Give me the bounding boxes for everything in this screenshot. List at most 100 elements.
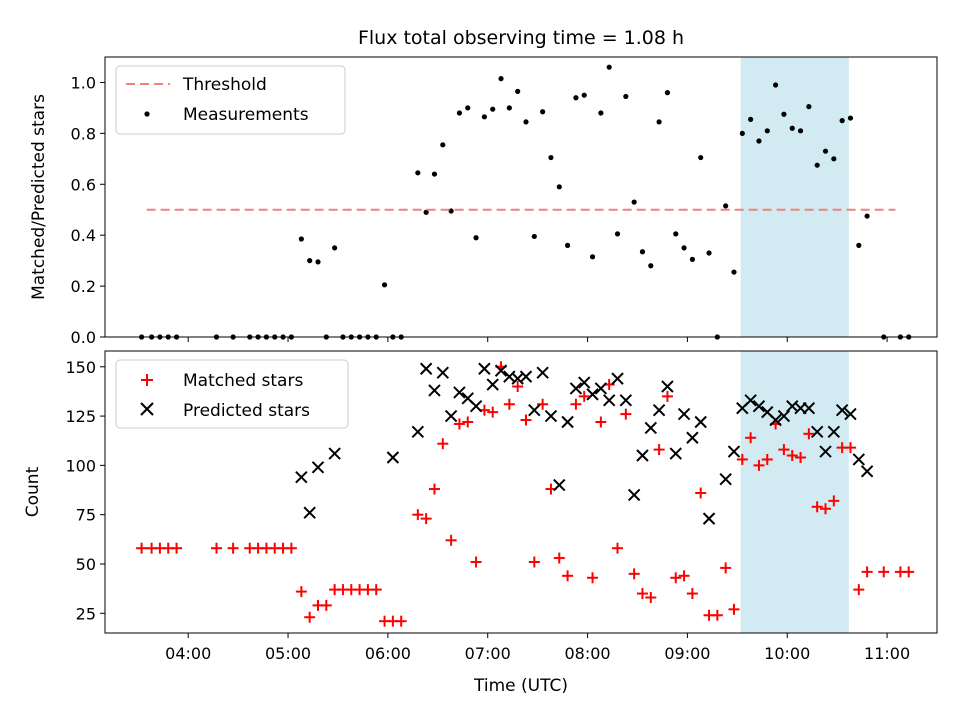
- top-panel: Flux total observing time = 1.08 h 0.00.…: [29, 27, 938, 347]
- measurement-point: [481, 114, 487, 120]
- matched-star-point: [820, 503, 832, 515]
- matched-star-point: [587, 572, 599, 584]
- predicted-star-point: [694, 415, 707, 429]
- measurement-point: [756, 138, 762, 144]
- measurement-point: [589, 254, 596, 260]
- predicted-star-point: [661, 380, 674, 393]
- measurement-point: [781, 111, 787, 117]
- predicted-star-point: [702, 512, 716, 525]
- predicted-star-point: [295, 471, 308, 484]
- predicted-star-point: [561, 415, 574, 429]
- legend-predicted-swatch: [140, 402, 154, 416]
- predicted-star-point: [386, 451, 400, 464]
- measurement-point: [664, 90, 671, 96]
- top-y-tick-label: 0.8: [71, 124, 96, 143]
- matched-star-point: [304, 611, 316, 623]
- bottom-x-tick-label: 07:00: [465, 644, 511, 663]
- bottom-x-axis-label: Time (UTC): [473, 676, 568, 696]
- legend-measurements-swatch: [144, 111, 150, 117]
- predicted-star-point: [777, 409, 791, 423]
- measurement-point: [739, 130, 745, 136]
- matched-star-point: [553, 552, 565, 564]
- matched-star-point: [861, 566, 873, 578]
- bottom-x-tick-label: 11:00: [864, 644, 910, 663]
- measurement-point: [614, 231, 621, 237]
- legend-predicted-label: Predicted stars: [183, 401, 310, 421]
- measurement-point: [456, 110, 463, 116]
- bottom-x-tick-label: 06:00: [365, 644, 411, 663]
- measurement-point: [606, 64, 612, 70]
- matched-star-point: [761, 453, 773, 465]
- measurement-point: [515, 88, 521, 94]
- matched-star-point: [370, 584, 382, 596]
- matched-star-point: [295, 586, 307, 598]
- measurement-point: [573, 95, 579, 101]
- matched-star-point: [537, 398, 549, 410]
- matched-star-point: [786, 450, 798, 462]
- predicted-star-point: [586, 388, 599, 401]
- matched-star-point: [487, 406, 499, 418]
- measurement-point: [831, 156, 837, 162]
- matched-star-point: [470, 556, 482, 568]
- bottom-y-tick-label: 150: [65, 358, 96, 377]
- predicted-star-point: [627, 488, 641, 502]
- predicted-star-point: [619, 394, 633, 407]
- predicted-star-point: [303, 506, 316, 519]
- predicted-star-point: [494, 364, 508, 377]
- predicted-star-point: [752, 400, 766, 413]
- measurement-point: [689, 256, 695, 262]
- measurement-point: [531, 233, 537, 240]
- predicted-star-point: [727, 445, 741, 458]
- measurement-point: [698, 154, 704, 161]
- bottom-plot-frame: [104, 350, 938, 634]
- matched-star-point: [661, 390, 673, 402]
- matched-star-point: [612, 542, 624, 554]
- matched-star-point: [210, 542, 222, 554]
- top-y-tick-label: 0.6: [71, 175, 96, 194]
- measurement-point: [789, 125, 795, 131]
- bottom-x-tick-label: 10:00: [764, 644, 810, 663]
- top-y-axis-label: Matched/Predicted stars: [29, 94, 49, 300]
- matched-star-point: [503, 398, 515, 410]
- predicted-star-point: [536, 366, 549, 379]
- predicted-star-point: [594, 382, 608, 395]
- bottom-shaded-span: [740, 351, 849, 633]
- measurement-point: [564, 242, 571, 248]
- measurement-point: [806, 104, 812, 110]
- matched-star-point: [453, 418, 465, 430]
- measurement-point: [797, 128, 804, 134]
- matched-star-point: [395, 615, 407, 627]
- matched-star-point: [795, 451, 807, 463]
- matched-star-point: [645, 592, 657, 604]
- matched-star-point: [720, 562, 732, 574]
- top-y-tick-label: 0.4: [71, 226, 96, 245]
- matched-star-point: [653, 444, 665, 456]
- predicted-star-point: [652, 403, 666, 417]
- bottom-y-tick-label: 100: [65, 456, 96, 475]
- matched-star-point: [445, 534, 457, 546]
- bottom-x-tick-label: 04:00: [165, 644, 211, 663]
- predicted-star-point: [411, 425, 425, 439]
- predicted-star-point: [519, 370, 533, 383]
- measurement-point: [822, 148, 829, 154]
- matched-star-point: [528, 556, 540, 568]
- predicted-star-point: [419, 362, 433, 375]
- legend-matched-label: Matched stars: [183, 371, 303, 391]
- predicted-star-point: [852, 453, 865, 466]
- matched-star-point: [878, 566, 890, 578]
- measurement-point: [673, 231, 679, 237]
- top-points-layer: [139, 64, 912, 340]
- predicted-star-point: [486, 378, 499, 391]
- matched-star-point: [811, 501, 823, 513]
- measurement-point: [315, 259, 321, 265]
- matched-star-point: [428, 483, 440, 495]
- predicted-star-point: [844, 407, 857, 421]
- top-legend-box: [115, 65, 346, 135]
- bottom-x-tick-label: 05:00: [265, 644, 311, 663]
- predicted-star-point: [328, 447, 341, 460]
- matched-star-point: [678, 570, 690, 582]
- bottom-legend-box: [115, 359, 349, 429]
- matched-star-point: [844, 442, 856, 454]
- measurement-point: [839, 118, 845, 124]
- bottom-y-axis: 25 50 75 100 125 150: [65, 358, 105, 623]
